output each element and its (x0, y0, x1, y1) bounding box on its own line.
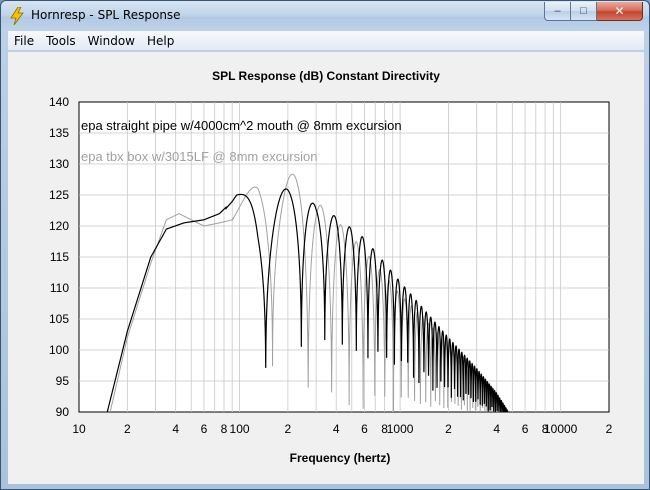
series (106, 173, 510, 412)
horn-app-icon (10, 7, 24, 25)
x-tick-label: 2 (124, 422, 131, 436)
x-tick-label: 8 (542, 422, 549, 436)
legend-series-1: epa straight pipe w/4000cm^2 mouth @ 8mm… (81, 118, 402, 133)
maximize-button[interactable]: □ (571, 2, 597, 21)
menu-tools[interactable]: Tools (46, 33, 76, 48)
x-tick-label: 4 (333, 422, 340, 436)
chart-area: SPL Response (dB) Constant Directivity 9… (8, 52, 644, 484)
y-tick-label: 105 (49, 312, 69, 326)
menu-window[interactable]: Window (87, 33, 135, 48)
y-tick-label: 90 (56, 405, 70, 419)
x-tick-label: 4 (172, 422, 179, 436)
y-tick-label: 95 (56, 374, 70, 388)
legend-series-2: epa tbx box w/3015LF @ 8mm excursion (81, 149, 317, 164)
menu-bar: File Tools Window Help (8, 31, 644, 51)
x-tick-label: 8 (221, 422, 228, 436)
x-tick-label: 4 (493, 422, 500, 436)
x-tick-label: 100 (230, 422, 250, 436)
x-tick-label: 2 (285, 422, 292, 436)
y-tick-label: 110 (50, 281, 69, 295)
y-tick-label: 140 (49, 95, 69, 109)
x-tick-label: 6 (361, 422, 368, 436)
menu-help[interactable]: Help (146, 33, 175, 48)
grid (79, 102, 609, 412)
minimize-button[interactable]: ‒ (544, 2, 571, 21)
title-bar[interactable]: Hornresp - SPL Response ‒ □ ✕ (1, 1, 649, 31)
window-title: Hornresp - SPL Response (31, 8, 181, 22)
y-tick-label: 125 (49, 188, 69, 202)
y-tick-label: 130 (49, 157, 69, 171)
x-tick-label: 10000 (544, 422, 578, 436)
x-tick-label: 6 (201, 422, 208, 436)
x-axis-label: Frequency (hertz) (290, 451, 391, 465)
menu-file[interactable]: File (14, 33, 35, 48)
x-tick-label: 2 (445, 422, 452, 436)
caption-buttons: ‒ □ ✕ (544, 2, 643, 22)
x-tick-label: 6 (522, 422, 529, 436)
x-tick-label: 1000 (387, 422, 414, 436)
y-tick-label: 120 (49, 219, 69, 233)
x-tick-label: 2 (606, 422, 613, 436)
y-tick-label: 115 (50, 250, 69, 264)
spl-response-chart: SPL Response (dB) Constant Directivity 9… (49, 69, 613, 465)
x-tick-label: 10 (72, 422, 86, 436)
x-tick-label: 8 (381, 422, 388, 436)
y-tick-label: 100 (49, 343, 69, 357)
y-tick-label: 135 (49, 126, 69, 140)
series-line-straight-pipe (106, 188, 510, 412)
chart-title: SPL Response (dB) Constant Directivity (212, 69, 440, 83)
y-axis-ticks: 90 95 100 105 110 115 120 125 130 135 140 (49, 95, 69, 419)
close-button[interactable]: ✕ (597, 2, 643, 21)
